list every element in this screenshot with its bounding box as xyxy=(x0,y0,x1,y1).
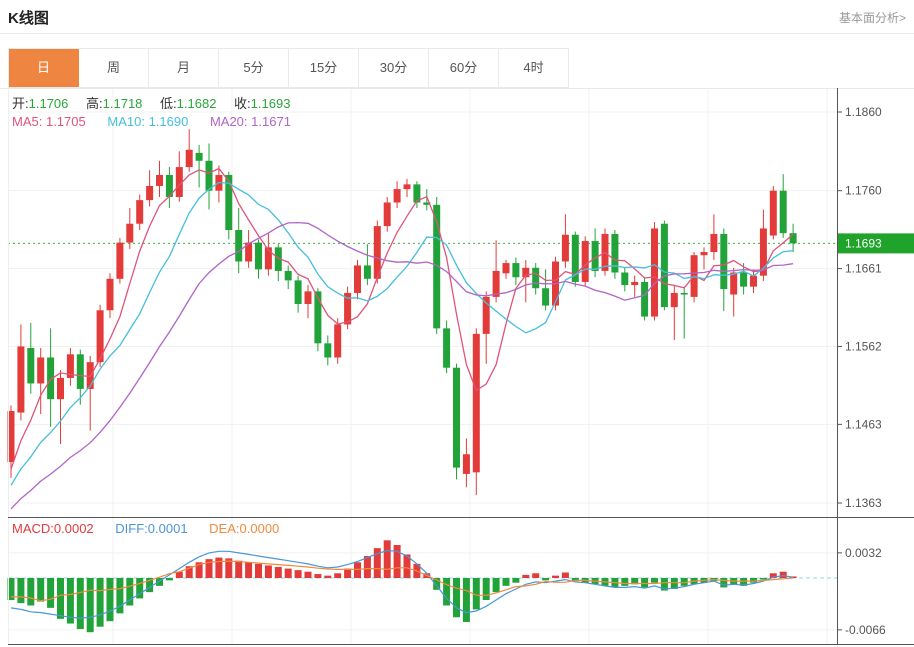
tab-5min[interactable]: 5分 xyxy=(219,49,289,87)
ma10-line xyxy=(10,181,794,486)
page-title: K线图 xyxy=(8,10,49,27)
svg-text:1.1860: 1.1860 xyxy=(845,105,882,119)
svg-text:1.1693: 1.1693 xyxy=(845,236,882,250)
svg-text:1.1463: 1.1463 xyxy=(845,417,882,431)
svg-text:1.1562: 1.1562 xyxy=(845,339,882,353)
kline-chart[interactable]: 1.1860 1.1760 1.1661 1.1562 1.1463 1.1363 0.00… xyxy=(0,88,914,647)
svg-text:0.0032: 0.0032 xyxy=(845,546,882,560)
svg-text:-0.0066: -0.0066 xyxy=(845,623,886,637)
price-axis-labels: 1.1860 1.1760 1.1661 1.1562 1.1463 1.1363 0.00… xyxy=(837,105,886,637)
candlestick-series xyxy=(7,129,797,496)
fundamental-analysis-link[interactable]: 基本面分析> xyxy=(838,11,906,25)
header-divider xyxy=(0,33,914,34)
tab-week[interactable]: 周 xyxy=(79,49,149,87)
tab-60min[interactable]: 60分 xyxy=(429,49,499,87)
ma20-line xyxy=(10,221,794,510)
chart-borders xyxy=(0,88,914,645)
chart-stage: 1.1860 1.1760 1.1661 1.1562 1.1463 1.1363 0.00… xyxy=(0,88,914,647)
tab-month[interactable]: 月 xyxy=(149,49,219,87)
tab-30min[interactable]: 30分 xyxy=(359,49,429,87)
tab-15min[interactable]: 15分 xyxy=(289,49,359,87)
svg-text:1.1661: 1.1661 xyxy=(845,262,882,276)
dea-line xyxy=(11,560,794,602)
timeframe-tabs: 日周月 5分 15分 30分 60分 4时 xyxy=(8,48,569,88)
diff-line xyxy=(10,549,794,619)
grid-lines xyxy=(8,88,837,645)
current-price-badge: 1.1693 xyxy=(838,233,914,254)
ma5-line xyxy=(10,167,794,470)
svg-text:1.1760: 1.1760 xyxy=(845,184,882,198)
tab-day[interactable]: 日 xyxy=(9,49,79,87)
tab-4hour[interactable]: 4时 xyxy=(499,49,569,87)
svg-text:1.1363: 1.1363 xyxy=(845,496,882,510)
